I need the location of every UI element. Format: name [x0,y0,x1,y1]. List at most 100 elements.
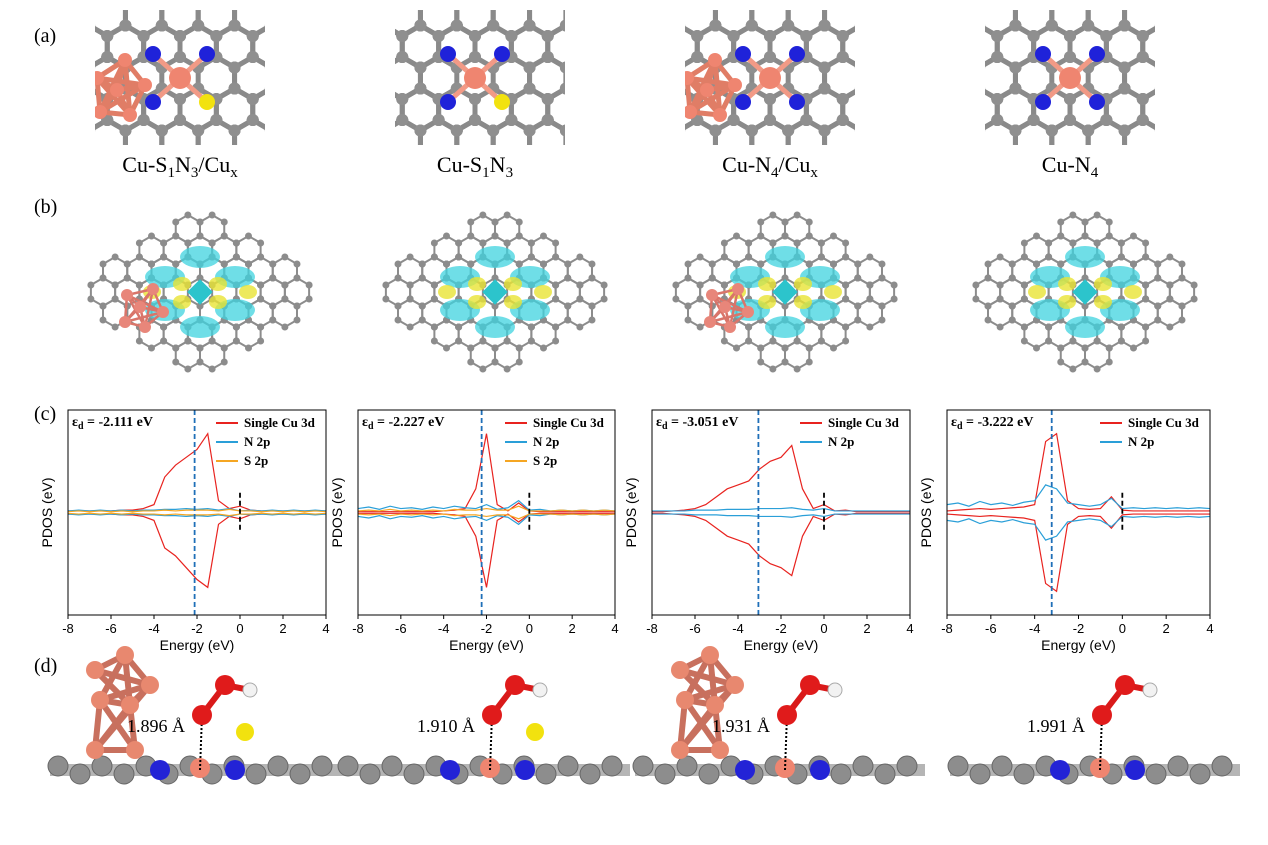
atom [479,337,487,345]
atom [928,83,940,95]
atom [414,124,427,137]
bond [1215,89,1251,131]
atom [47,83,59,95]
atom [1137,177,1149,189]
bond [1122,117,1155,145]
atom [208,239,216,247]
atom [342,20,354,32]
atom [1191,20,1203,32]
atom [101,156,113,168]
atom [1105,218,1113,226]
bond [180,0,216,5]
atom [257,239,265,247]
pdos-line [652,512,910,577]
atom [1057,218,1065,226]
atom [637,0,649,11]
atom [810,760,830,780]
atom [515,218,523,226]
atom [418,10,423,11]
atom [503,365,511,373]
atom [83,146,95,158]
atom [210,177,222,189]
label-subscript: 3 [506,165,514,181]
annotation-text: = -2.111 eV [84,415,153,430]
atom [319,177,331,189]
x-tick-label: -2 [775,621,787,636]
isosurface [1065,316,1105,338]
bond [925,0,961,5]
atom [135,253,143,261]
bond [271,0,307,36]
atom [396,177,408,189]
atom [728,78,742,92]
atom [1008,274,1016,282]
atom [757,218,765,226]
atom [878,274,886,282]
atom [319,156,331,168]
atom [1136,114,1149,126]
atom [47,125,59,137]
atom [1064,177,1076,189]
legend-label: N 2p [1128,434,1154,449]
atom [764,114,776,126]
atom [1166,295,1174,303]
atom [283,30,295,42]
atom [614,156,626,168]
atom [479,365,487,373]
atom [919,156,931,168]
atom [1166,281,1174,289]
atom [805,232,813,240]
atom [378,83,390,95]
atom [854,129,855,132]
atom [596,83,608,95]
atom [991,51,1004,63]
atom [1008,302,1016,310]
isosurface [173,277,191,291]
atom [47,755,69,777]
atom [1173,177,1185,189]
atom [1057,344,1065,352]
atom [1209,114,1221,126]
atom [47,62,59,74]
atom [637,62,649,74]
atom [673,0,685,11]
atom [155,19,168,32]
atom [873,93,885,105]
atom [685,87,686,90]
atom [342,146,354,158]
atom [559,82,565,95]
atom [378,146,390,158]
atom [455,239,463,247]
isosurface [1124,285,1142,299]
atom [47,83,59,95]
atom [614,51,626,63]
bond [1106,0,1142,5]
atom [578,156,590,168]
atom [955,51,967,63]
atom [600,0,612,11]
bond [124,310,164,324]
atom [578,114,590,126]
structure-top-view [600,0,940,145]
pdos-line [68,513,326,589]
atom [220,218,228,226]
bond [925,26,961,68]
bond [253,152,289,194]
atom [360,30,372,42]
atom [769,337,777,345]
atom [210,177,222,189]
atom [378,125,390,137]
atom [360,51,372,63]
atom [479,211,487,219]
atom [727,30,740,42]
atom [324,51,336,63]
atom [301,125,313,137]
bond [94,667,151,688]
bond [1215,0,1251,5]
atom [829,344,837,352]
atom [1209,51,1221,63]
atom [360,51,372,63]
x-axis-label: Energy (eV) [1041,637,1116,653]
atom [1142,337,1150,345]
pdos-line [358,512,615,588]
